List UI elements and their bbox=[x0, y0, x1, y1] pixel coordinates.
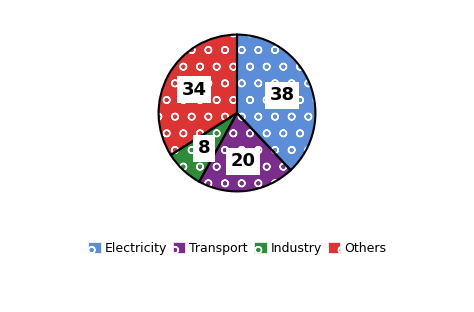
Text: 34: 34 bbox=[182, 80, 207, 99]
Wedge shape bbox=[159, 35, 237, 155]
Text: 20: 20 bbox=[230, 152, 255, 170]
Text: 8: 8 bbox=[197, 139, 210, 158]
Legend: Electricity, Transport, Industry, Others: Electricity, Transport, Industry, Others bbox=[83, 237, 391, 260]
Wedge shape bbox=[237, 35, 315, 170]
Text: 38: 38 bbox=[270, 86, 295, 104]
Wedge shape bbox=[171, 113, 237, 182]
Wedge shape bbox=[199, 113, 291, 192]
